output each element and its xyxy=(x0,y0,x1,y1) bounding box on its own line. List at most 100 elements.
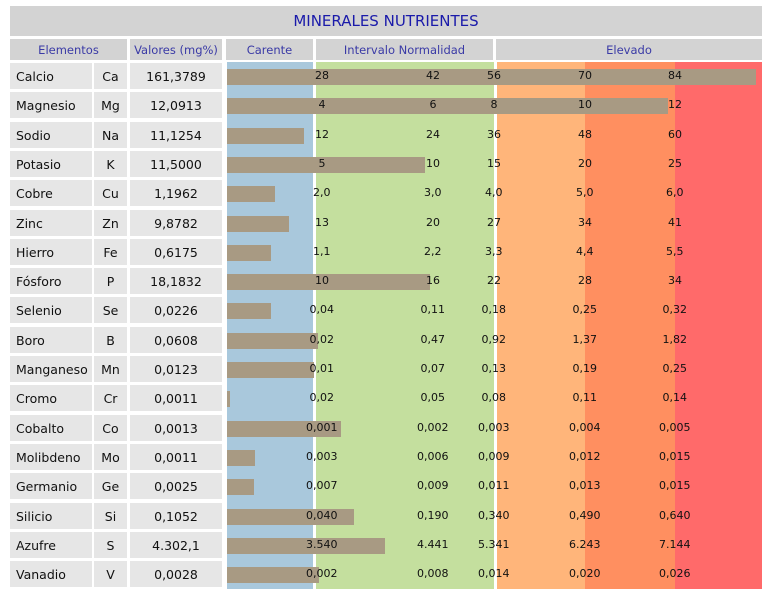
element-value: 11,1254 xyxy=(130,122,222,148)
scale-label: 5,5 xyxy=(666,245,684,258)
element-symbol: K xyxy=(94,151,127,177)
element-value: 0,0011 xyxy=(130,385,222,411)
element-value: 9,8782 xyxy=(130,210,222,236)
scale-label: 0,002 xyxy=(306,567,338,580)
value-bar xyxy=(227,245,272,261)
element-name: Vanadio xyxy=(10,561,92,587)
scale-label: 0,008 xyxy=(417,567,449,580)
element-value: 12,0913 xyxy=(130,92,222,118)
scale-label: 22 xyxy=(487,274,501,287)
scale-label: 13 xyxy=(315,216,329,229)
header-intervalo-normalidad: Intervalo Normalidad xyxy=(316,39,493,60)
scale-label: 34 xyxy=(668,274,682,287)
element-name: Cromo xyxy=(10,385,92,411)
element-name: Manganeso xyxy=(10,356,92,382)
scale-label: 0,18 xyxy=(481,303,507,316)
scale-label: 10 xyxy=(578,98,592,111)
element-symbol: V xyxy=(94,561,127,587)
scale-label: 4 xyxy=(318,98,326,111)
scale-label: 0,003 xyxy=(478,421,510,434)
scale-label: 0,02 xyxy=(309,391,335,404)
value-bar xyxy=(227,303,272,319)
scale-label: 0,19 xyxy=(572,362,598,375)
scale-label: 5,0 xyxy=(576,186,594,199)
element-name: Potasio xyxy=(10,151,92,177)
element-symbol: P xyxy=(94,268,127,294)
header-elevado: Elevado xyxy=(496,39,762,60)
element-name: Calcio xyxy=(10,63,92,89)
scale-label: 0,002 xyxy=(417,421,449,434)
element-value: 0,1052 xyxy=(130,503,222,529)
element-value: 0,0226 xyxy=(130,297,222,323)
header-valores: Valores (mg%) xyxy=(130,39,222,60)
value-bar xyxy=(227,567,320,583)
element-value: 4.302,1 xyxy=(130,532,222,558)
scale-label: 48 xyxy=(578,128,592,141)
element-symbol: Co xyxy=(94,415,127,441)
scale-label: 1,37 xyxy=(572,333,598,346)
element-symbol: Ca xyxy=(94,63,127,89)
element-name: Germanio xyxy=(10,473,92,499)
value-bar xyxy=(227,128,305,144)
element-name: Cobre xyxy=(10,180,92,206)
element-symbol: Se xyxy=(94,297,127,323)
element-symbol: Zn xyxy=(94,210,127,236)
scale-label: 70 xyxy=(578,69,592,82)
band-elevado-mid xyxy=(585,62,675,589)
scale-label: 12 xyxy=(315,128,329,141)
scale-label: 0,07 xyxy=(420,362,446,375)
element-value: 0,0608 xyxy=(130,327,222,353)
element-symbol: Si xyxy=(94,503,127,529)
scale-label: 16 xyxy=(426,274,440,287)
scale-label: 20 xyxy=(426,216,440,229)
element-name: Sodio xyxy=(10,122,92,148)
value-bar xyxy=(227,391,230,407)
element-name: Silicio xyxy=(10,503,92,529)
scale-label: 3,0 xyxy=(424,186,442,199)
scale-label: 41 xyxy=(668,216,682,229)
scale-label: 5.341 xyxy=(478,538,510,551)
element-name: Fósforo xyxy=(10,268,92,294)
element-value: 0,0013 xyxy=(130,415,222,441)
value-bar xyxy=(227,509,355,525)
scale-label: 0,001 xyxy=(306,421,338,434)
scale-label: 10 xyxy=(315,274,329,287)
scale-label: 0,13 xyxy=(481,362,507,375)
value-bar xyxy=(227,421,342,437)
element-name: Magnesio xyxy=(10,92,92,118)
element-symbol: Mo xyxy=(94,444,127,470)
scale-label: 0,026 xyxy=(659,567,691,580)
element-value: 0,0028 xyxy=(130,561,222,587)
element-name: Zinc xyxy=(10,210,92,236)
scale-label: 7.144 xyxy=(659,538,691,551)
chart-title: MINERALES NUTRIENTES xyxy=(10,6,762,36)
scale-label: 1,1 xyxy=(313,245,331,258)
element-symbol: Mn xyxy=(94,356,127,382)
scale-label: 0,05 xyxy=(420,391,446,404)
element-name: Molibdeno xyxy=(10,444,92,470)
scale-label: 27 xyxy=(487,216,501,229)
value-bar xyxy=(227,333,319,349)
scale-label: 10 xyxy=(426,157,440,170)
scale-label: 0,32 xyxy=(662,303,688,316)
header-carente: Carente xyxy=(226,39,313,60)
band-elevado-high xyxy=(675,62,762,589)
element-name: Boro xyxy=(10,327,92,353)
element-value: 161,3789 xyxy=(130,63,222,89)
scale-label: 0,04 xyxy=(309,303,335,316)
value-bar xyxy=(227,157,425,173)
scale-label: 2,0 xyxy=(313,186,331,199)
scale-label: 0,005 xyxy=(659,421,691,434)
element-symbol: Ge xyxy=(94,473,127,499)
scale-label: 6 xyxy=(429,98,437,111)
scale-label: 4.441 xyxy=(417,538,449,551)
scale-label: 0,007 xyxy=(306,479,338,492)
value-bar xyxy=(227,216,290,232)
element-value: 0,0011 xyxy=(130,444,222,470)
scale-label: 0,25 xyxy=(662,362,688,375)
scale-label: 0,340 xyxy=(478,509,510,522)
scale-label: 0,92 xyxy=(481,333,507,346)
scale-label: 36 xyxy=(487,128,501,141)
value-bar xyxy=(227,538,386,554)
scale-label: 0,47 xyxy=(420,333,446,346)
